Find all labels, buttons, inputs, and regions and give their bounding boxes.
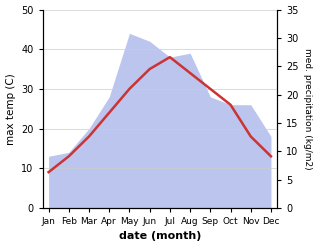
Y-axis label: med. precipitation (kg/m2): med. precipitation (kg/m2) xyxy=(303,48,313,169)
X-axis label: date (month): date (month) xyxy=(119,231,201,242)
Y-axis label: max temp (C): max temp (C) xyxy=(5,73,16,144)
